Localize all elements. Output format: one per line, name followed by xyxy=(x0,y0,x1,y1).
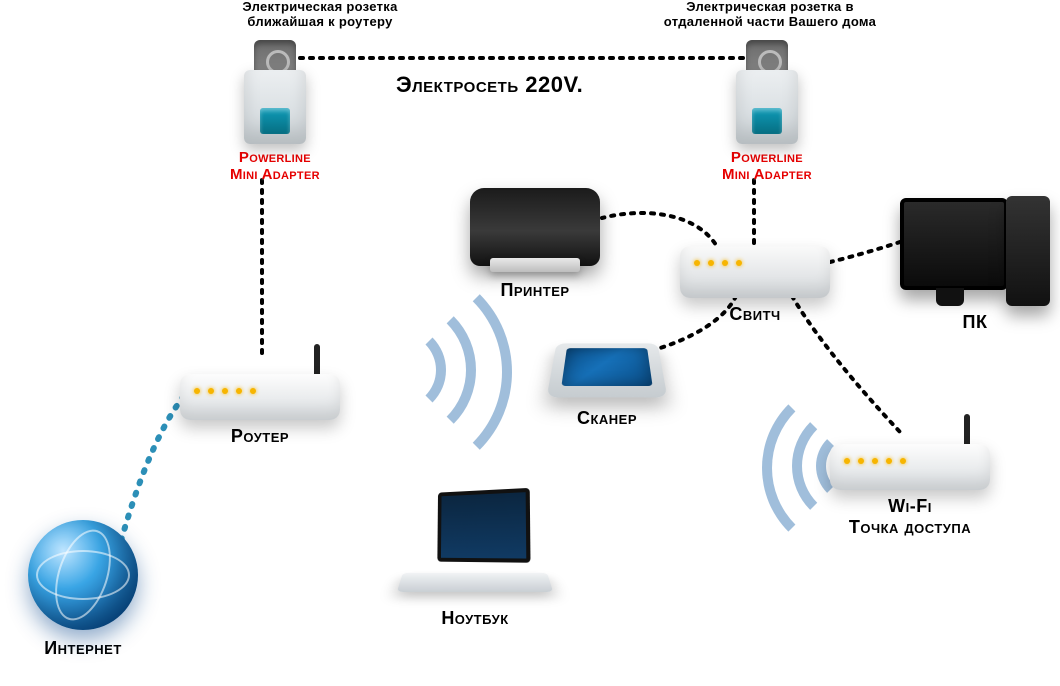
caption-socket-right-l1: Электрическая розетка в xyxy=(686,0,853,14)
headline-powerline: Электросеть 220V. xyxy=(396,72,583,98)
scanner-icon xyxy=(547,343,668,397)
caption-socket-left-l2: ближайшая к роутеру xyxy=(247,14,392,29)
node-router: Роутер xyxy=(180,350,340,447)
node-pc: ПК xyxy=(900,170,1050,333)
plc-right-label-2: Mini Adapter xyxy=(722,167,812,184)
node-laptop: Ноутбук xyxy=(400,490,550,629)
plc-left-label-2: Mini Adapter xyxy=(230,167,320,184)
node-plc-left: Powerline Mini Adapter xyxy=(230,40,320,183)
laptop-icon xyxy=(400,490,550,600)
pc-label: ПК xyxy=(963,312,988,333)
diagram-stage: Электрическая розетка ближайшая к роутер… xyxy=(0,0,1060,686)
scanner-label: Сканер xyxy=(577,408,637,429)
switch-icon xyxy=(680,246,830,298)
globe-icon xyxy=(28,520,138,630)
node-plc-right: Powerline Mini Adapter xyxy=(722,40,812,183)
caption-socket-right-l2: отдаленной части Вашего дома xyxy=(664,14,876,29)
node-switch: Свитч xyxy=(680,246,830,325)
laptop-label: Ноутбук xyxy=(441,608,508,629)
ap-label-2: Точка доступа xyxy=(849,517,971,538)
node-accesspoint: Wi-Fi Точка доступа xyxy=(830,420,990,538)
printer-label: Принтер xyxy=(500,280,569,301)
node-printer: Принтер xyxy=(470,188,600,301)
caption-socket-left-l1: Электрическая розетка xyxy=(242,0,397,14)
printer-icon xyxy=(470,188,600,266)
router-label: Роутер xyxy=(231,426,289,447)
caption-socket-left: Электрическая розетка ближайшая к роутер… xyxy=(190,0,450,30)
node-scanner: Сканер xyxy=(552,330,662,429)
router-icon xyxy=(180,350,340,420)
pc-icon xyxy=(900,170,1050,306)
switch-label: Свитч xyxy=(729,304,780,325)
node-internet: Интернет xyxy=(28,520,138,659)
ap-label-1: Wi-Fi xyxy=(888,496,932,517)
plc-right-label-1: Powerline xyxy=(731,150,803,167)
accesspoint-icon xyxy=(830,420,990,490)
internet-label: Интернет xyxy=(44,638,122,659)
plc-left-label-1: Powerline xyxy=(239,150,311,167)
caption-socket-right: Электрическая розетка в отдаленной части… xyxy=(620,0,920,30)
powerline-adapter-icon xyxy=(244,40,306,144)
powerline-adapter-icon xyxy=(736,40,798,144)
